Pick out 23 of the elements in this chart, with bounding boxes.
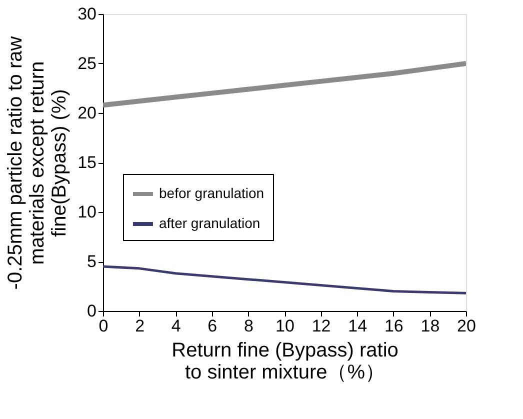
line-series	[103, 265, 466, 294]
x-tick-label: 18	[420, 316, 440, 336]
x-axis-title: Return fine (Bypass) ratio to sinter mixture（%）	[172, 340, 398, 384]
x-tick-label: 0	[98, 316, 108, 336]
y-tick-label: 5	[87, 252, 96, 271]
x-tick-label: 10	[276, 316, 294, 336]
legend-label: after granulation	[159, 215, 260, 231]
x-tick-label: 14	[348, 316, 368, 336]
y-tick-label: 30	[78, 4, 96, 24]
y-tick-label: 10	[78, 202, 96, 222]
legend-label: befor granulation	[159, 185, 264, 201]
x-tick-label: 20	[457, 316, 476, 336]
y-tick-label: 20	[78, 104, 96, 122]
x-tick-label: 8	[244, 316, 254, 336]
x-tick-label: 16	[384, 316, 404, 336]
x-tick-label: 12	[312, 316, 331, 336]
y-tick-label: 0	[87, 302, 96, 320]
x-tick-label: 2	[135, 316, 145, 336]
y-tick-label: 25	[78, 54, 96, 73]
x-tick-label: 6	[208, 316, 218, 336]
y-tick-label: 15	[78, 153, 96, 172]
x-tick-label: 4	[171, 316, 181, 336]
y-axis-title: -0.25mm particle ratio to raw materials except return fine(Bypass) (%)	[4, 36, 71, 290]
